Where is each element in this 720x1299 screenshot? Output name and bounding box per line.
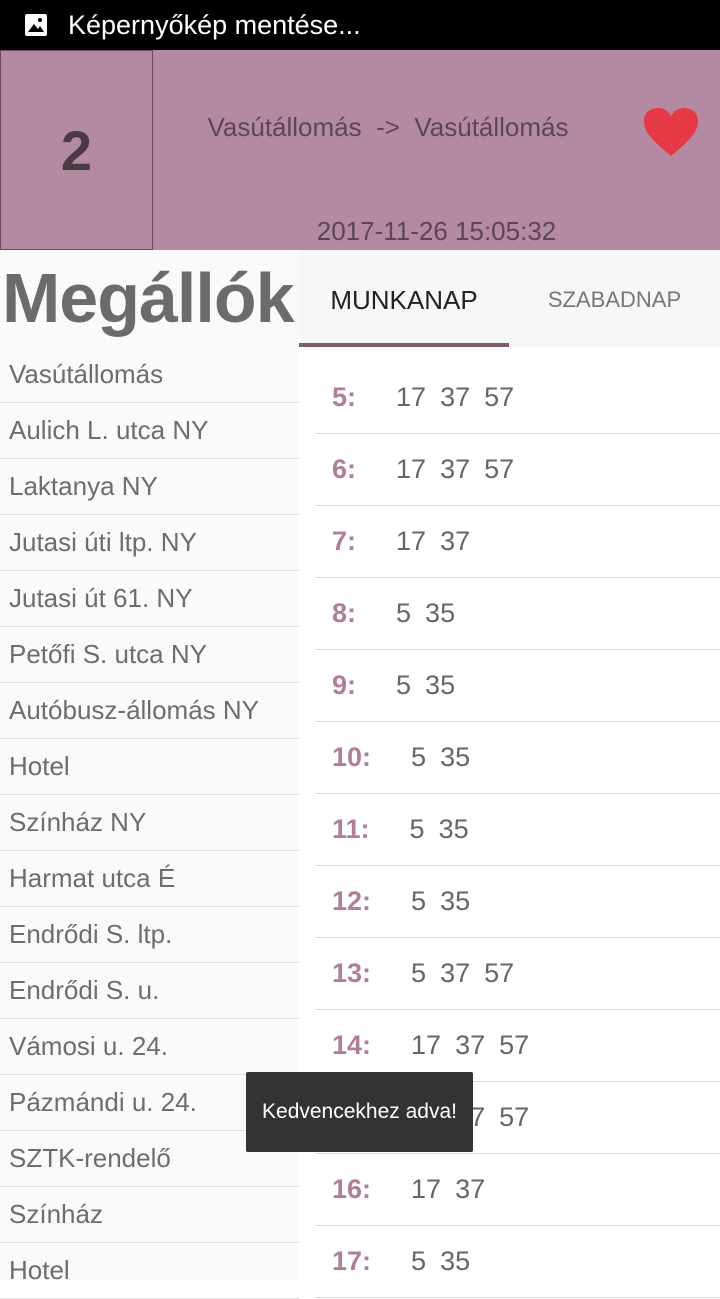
minute: 35: [425, 598, 456, 628]
minute: 37: [455, 1174, 486, 1204]
route: Vasútállomás -> Vasútállomás: [207, 112, 569, 142]
stop-item[interactable]: Pázmándi u. 24.: [0, 1075, 299, 1131]
hour-label: 12:: [332, 886, 372, 916]
minute: 17: [396, 382, 427, 412]
timetable: 5: 17 37 57 6: 17 37 57 7: 17 37 8: 5 35 9: 5 35 10: 5 35 11…: [315, 362, 720, 1298]
toast: Kedvencekhez adva!: [246, 1072, 473, 1152]
minute: 17: [411, 1030, 442, 1060]
hour-label: 6:: [332, 454, 357, 484]
timetable-row: 6: 17 37 57: [315, 434, 720, 506]
status-text: Képernyőkép mentése...: [68, 10, 361, 40]
hour-label: 7:: [332, 526, 357, 556]
hour-label: 14:: [332, 1030, 372, 1060]
timetable-row: 7: 17 37: [315, 506, 720, 578]
tab[interactable]: SZABADNAP: [547, 287, 682, 312]
minute: 5: [411, 742, 427, 772]
minute: 37: [440, 958, 471, 988]
timetable-row: 8: 5 35: [315, 578, 720, 650]
minute: 35: [425, 670, 456, 700]
minute: 57: [484, 454, 515, 484]
stop-item[interactable]: Endrődi S. u.: [0, 963, 299, 1019]
stop-item[interactable]: Hotel: [0, 1243, 299, 1299]
datetime: 2017-11-26 15:05:32: [316, 216, 557, 246]
status-bar: [0, 0, 720, 50]
minute: 57: [499, 1102, 530, 1132]
minute: 57: [484, 958, 515, 988]
stop-item[interactable]: Jutasi út 61. NY: [0, 571, 299, 627]
hour-label: 11:: [332, 814, 370, 844]
minute: 35: [440, 886, 471, 916]
stop-item[interactable]: SZTK-rendelő: [0, 1131, 299, 1187]
hour-label: 10:: [332, 742, 372, 772]
stops-title: Megállók: [2, 259, 295, 337]
hour-label: 9:: [332, 670, 357, 700]
timetable-row: 14: 17 37 57: [315, 1010, 720, 1082]
timetable-row: 10: 5 35: [315, 722, 720, 794]
hour-label: 13:: [332, 958, 372, 988]
timetable-row: 17: 5 35: [315, 1226, 720, 1298]
minute: 37: [455, 1030, 486, 1060]
timetable-row: 11: 5 35: [315, 794, 720, 866]
minute: 37: [440, 382, 471, 412]
hour-label: 5:: [332, 382, 357, 412]
minute: 5: [409, 814, 425, 844]
header: [0, 50, 720, 250]
stop-item[interactable]: Laktanya NY: [0, 459, 299, 515]
minute: 5: [411, 886, 427, 916]
timetable-row: 12: 5 35: [315, 866, 720, 938]
stop-item[interactable]: Vámosi u. 24.: [0, 1019, 299, 1075]
stop-item[interactable]: Autóbusz-állomás NY: [0, 683, 299, 739]
stop-item[interactable]: Petőfi S. utca NY: [0, 627, 299, 683]
line-number: 2: [0, 50, 153, 250]
minute: 35: [440, 1246, 471, 1276]
minute: 5: [396, 598, 412, 628]
minute: 5: [396, 670, 412, 700]
stop-item[interactable]: Aulich L. utca NY: [0, 403, 299, 459]
minute: 37: [440, 526, 471, 556]
stop-item[interactable]: Színház NY: [0, 795, 299, 851]
stop-item[interactable]: Színház: [0, 1187, 299, 1243]
minute: 17: [411, 1174, 442, 1204]
tab-bar: [299, 250, 720, 347]
favorite-button[interactable]: [642, 106, 700, 158]
image-icon: [25, 14, 47, 36]
minute: 35: [438, 814, 469, 844]
timetable-row: 9: 5 35: [315, 650, 720, 722]
stop-item[interactable]: Hotel: [0, 739, 299, 795]
tab[interactable]: MUNKANAP: [330, 285, 478, 315]
timetable-row: 16: 17 37: [315, 1154, 720, 1226]
minute: 57: [499, 1030, 530, 1060]
tab-indicator: [299, 343, 509, 347]
stop-item[interactable]: Harmat utca É: [0, 851, 299, 907]
stop-item[interactable]: Jutasi úti ltp. NY: [0, 515, 299, 571]
stop-list: Vasútállomás Aulich L. utca NY Laktanya NY…: [0, 347, 299, 1299]
minute: 57: [484, 382, 515, 412]
hour-label: 8:: [332, 598, 357, 628]
minute: 5: [411, 1246, 427, 1276]
stop-item[interactable]: Endrődi S. ltp.: [0, 907, 299, 963]
timetable-row: 5: 17 37 57: [315, 362, 720, 434]
minute: 35: [440, 742, 471, 772]
minute: 17: [396, 454, 427, 484]
stop-item[interactable]: Vasútállomás: [0, 347, 299, 403]
timetable-row: 13: 5 37 57: [315, 938, 720, 1010]
minute: 5: [411, 958, 427, 988]
minute: 37: [440, 454, 471, 484]
minute: 17: [396, 526, 427, 556]
hour-label: 16:: [332, 1174, 372, 1204]
hour-label: 17:: [332, 1246, 372, 1276]
